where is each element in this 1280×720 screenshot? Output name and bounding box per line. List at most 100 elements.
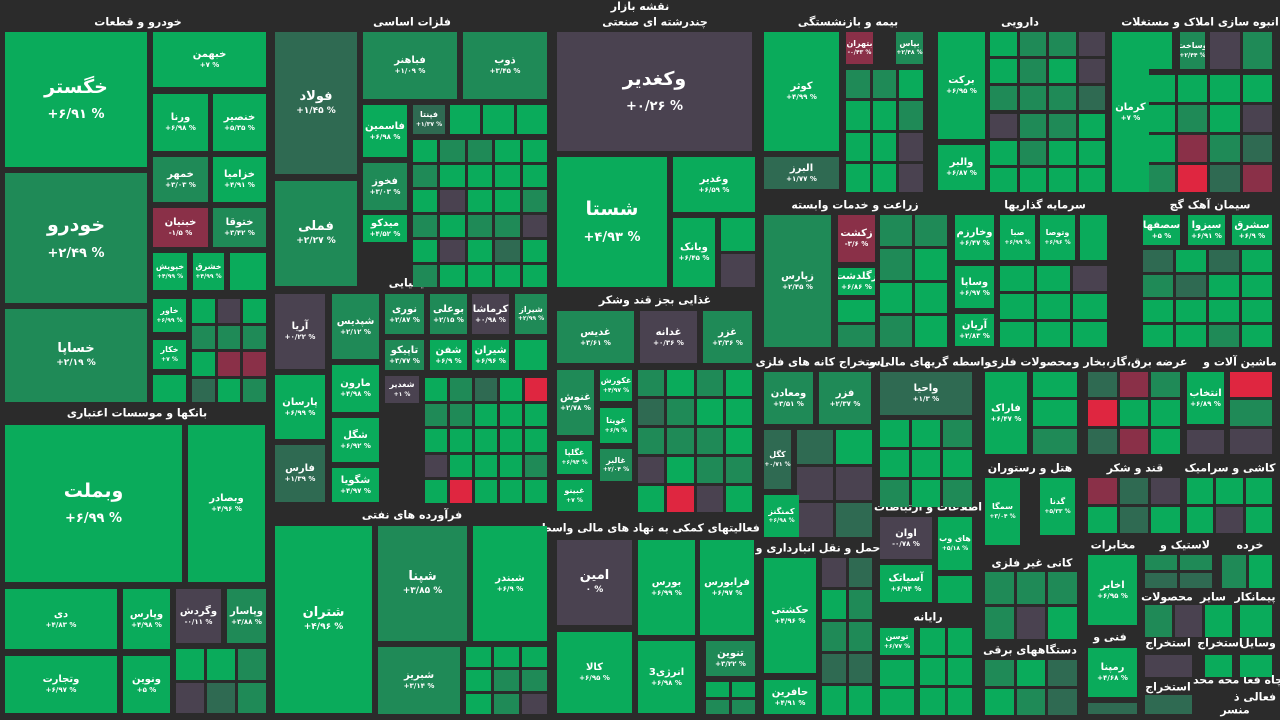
stock-tile[interactable] xyxy=(440,190,465,212)
stock-tile[interactable] xyxy=(947,628,972,655)
stock-tile[interactable] xyxy=(1176,325,1206,347)
stock-tile[interactable] xyxy=(495,190,520,212)
stock-tile[interactable]: زکشت -۳/۶ % xyxy=(838,215,875,262)
stock-tile[interactable] xyxy=(1240,605,1272,637)
stock-tile[interactable] xyxy=(1036,322,1071,347)
stock-tile[interactable] xyxy=(1049,59,1076,84)
stock-tile[interactable] xyxy=(1145,165,1175,192)
stock-tile[interactable]: فرابورس +۶/۹۷ % xyxy=(700,540,754,635)
stock-tile[interactable] xyxy=(1210,75,1240,102)
stock-tile[interactable]: وتوصا +۶/۹۶ % xyxy=(1040,215,1075,260)
stock-tile[interactable]: شگل +۶/۹۲ % xyxy=(332,418,379,462)
stock-tile[interactable] xyxy=(985,660,1014,686)
stock-tile[interactable]: غدیس +۳/۶۱ % xyxy=(557,311,634,363)
stock-tile[interactable]: شگویا +۴/۹۷ % xyxy=(332,468,379,502)
stock-tile[interactable]: فخوز +۳/۰۳ % xyxy=(363,163,407,210)
stock-tile[interactable] xyxy=(153,375,186,402)
stock-tile[interactable] xyxy=(425,403,447,427)
stock-tile[interactable] xyxy=(880,660,914,686)
stock-tile[interactable]: شبندر +۶/۹ % xyxy=(473,526,547,641)
stock-tile[interactable] xyxy=(500,480,522,503)
stock-tile[interactable] xyxy=(1230,400,1272,426)
stock-tile[interactable] xyxy=(797,430,833,464)
stock-tile[interactable]: تنوین +۳/۲۲ % xyxy=(706,641,755,676)
stock-tile[interactable] xyxy=(1019,32,1046,57)
stock-tile[interactable] xyxy=(495,140,520,162)
stock-tile[interactable] xyxy=(475,480,497,503)
stock-tile[interactable]: غکورش +۴/۹۷ % xyxy=(600,370,632,401)
stock-tile[interactable] xyxy=(522,165,547,187)
stock-tile[interactable]: خمهر +۳/۰۳ % xyxy=(153,157,208,202)
stock-tile[interactable] xyxy=(243,378,266,402)
stock-tile[interactable] xyxy=(495,265,520,287)
stock-tile[interactable] xyxy=(495,215,520,237)
stock-tile[interactable] xyxy=(450,429,472,452)
stock-tile[interactable]: خگستر +۶/۹۱ % xyxy=(5,32,147,167)
stock-tile[interactable] xyxy=(732,682,755,697)
stock-tile[interactable] xyxy=(217,352,241,376)
stock-tile[interactable] xyxy=(872,163,897,192)
stock-tile[interactable]: خکار +۷ % xyxy=(153,340,186,369)
stock-tile[interactable] xyxy=(466,693,491,714)
stock-tile[interactable] xyxy=(1000,294,1034,319)
stock-tile[interactable] xyxy=(667,486,694,512)
stock-tile[interactable] xyxy=(899,163,923,192)
stock-tile[interactable] xyxy=(1019,59,1046,84)
stock-tile[interactable] xyxy=(985,607,1014,639)
stock-tile[interactable]: غنوش +۲/۷۸ % xyxy=(557,370,594,435)
stock-tile[interactable] xyxy=(822,590,846,619)
stock-tile[interactable] xyxy=(466,647,491,668)
stock-tile[interactable] xyxy=(450,454,472,478)
stock-tile[interactable] xyxy=(848,590,872,619)
stock-tile[interactable] xyxy=(525,480,547,503)
stock-tile[interactable] xyxy=(1036,266,1071,291)
stock-tile[interactable]: شبریز +۳/۱۴ % xyxy=(378,647,460,714)
stock-tile[interactable] xyxy=(1145,605,1172,637)
stock-tile[interactable] xyxy=(425,480,447,503)
stock-tile[interactable] xyxy=(1088,507,1117,533)
stock-tile[interactable] xyxy=(522,140,547,162)
stock-tile[interactable] xyxy=(1177,75,1207,102)
stock-tile[interactable] xyxy=(1143,275,1173,297)
stock-tile[interactable] xyxy=(638,399,665,425)
stock-tile[interactable] xyxy=(880,420,909,447)
stock-tile[interactable] xyxy=(1078,140,1105,165)
stock-tile[interactable] xyxy=(1216,507,1243,533)
stock-tile[interactable]: بوعلی +۲/۱۵ % xyxy=(430,294,467,334)
stock-tile[interactable] xyxy=(467,265,493,287)
stock-tile[interactable]: البرز +۱/۷۷ % xyxy=(764,157,839,189)
stock-tile[interactable] xyxy=(915,215,947,246)
stock-tile[interactable] xyxy=(990,86,1017,111)
stock-tile[interactable] xyxy=(920,688,945,715)
stock-tile[interactable] xyxy=(1151,400,1180,426)
stock-tile[interactable] xyxy=(192,299,215,323)
stock-tile[interactable] xyxy=(1048,660,1077,686)
stock-tile[interactable]: وبانک +۶/۴۵ % xyxy=(673,218,715,287)
stock-tile[interactable] xyxy=(1019,86,1046,111)
stock-tile[interactable] xyxy=(706,699,729,714)
stock-tile[interactable] xyxy=(1088,400,1117,426)
stock-tile[interactable] xyxy=(1119,478,1149,504)
stock-tile[interactable] xyxy=(1242,325,1272,347)
stock-tile[interactable] xyxy=(522,265,547,287)
stock-tile[interactable] xyxy=(494,670,519,691)
stock-tile[interactable]: آریا +۰/۲۲ % xyxy=(275,294,325,369)
stock-tile[interactable] xyxy=(911,420,941,447)
stock-tile[interactable] xyxy=(440,215,465,237)
stock-tile[interactable] xyxy=(990,113,1017,138)
stock-tile[interactable] xyxy=(725,457,752,483)
stock-tile[interactable] xyxy=(494,647,519,668)
stock-tile[interactable] xyxy=(1210,135,1240,162)
stock-tile[interactable] xyxy=(1049,32,1076,57)
stock-tile[interactable] xyxy=(985,572,1014,604)
stock-tile[interactable] xyxy=(947,658,972,685)
stock-tile[interactable] xyxy=(1016,572,1046,604)
stock-tile[interactable] xyxy=(525,454,547,478)
stock-tile[interactable] xyxy=(450,378,472,401)
stock-tile[interactable] xyxy=(1119,400,1149,426)
stock-tile[interactable] xyxy=(1080,215,1107,260)
stock-tile[interactable] xyxy=(1000,266,1034,291)
stock-tile[interactable] xyxy=(1078,59,1105,84)
stock-tile[interactable]: شپدیس +۲/۱۲ % xyxy=(332,294,379,359)
stock-tile[interactable] xyxy=(475,454,497,478)
